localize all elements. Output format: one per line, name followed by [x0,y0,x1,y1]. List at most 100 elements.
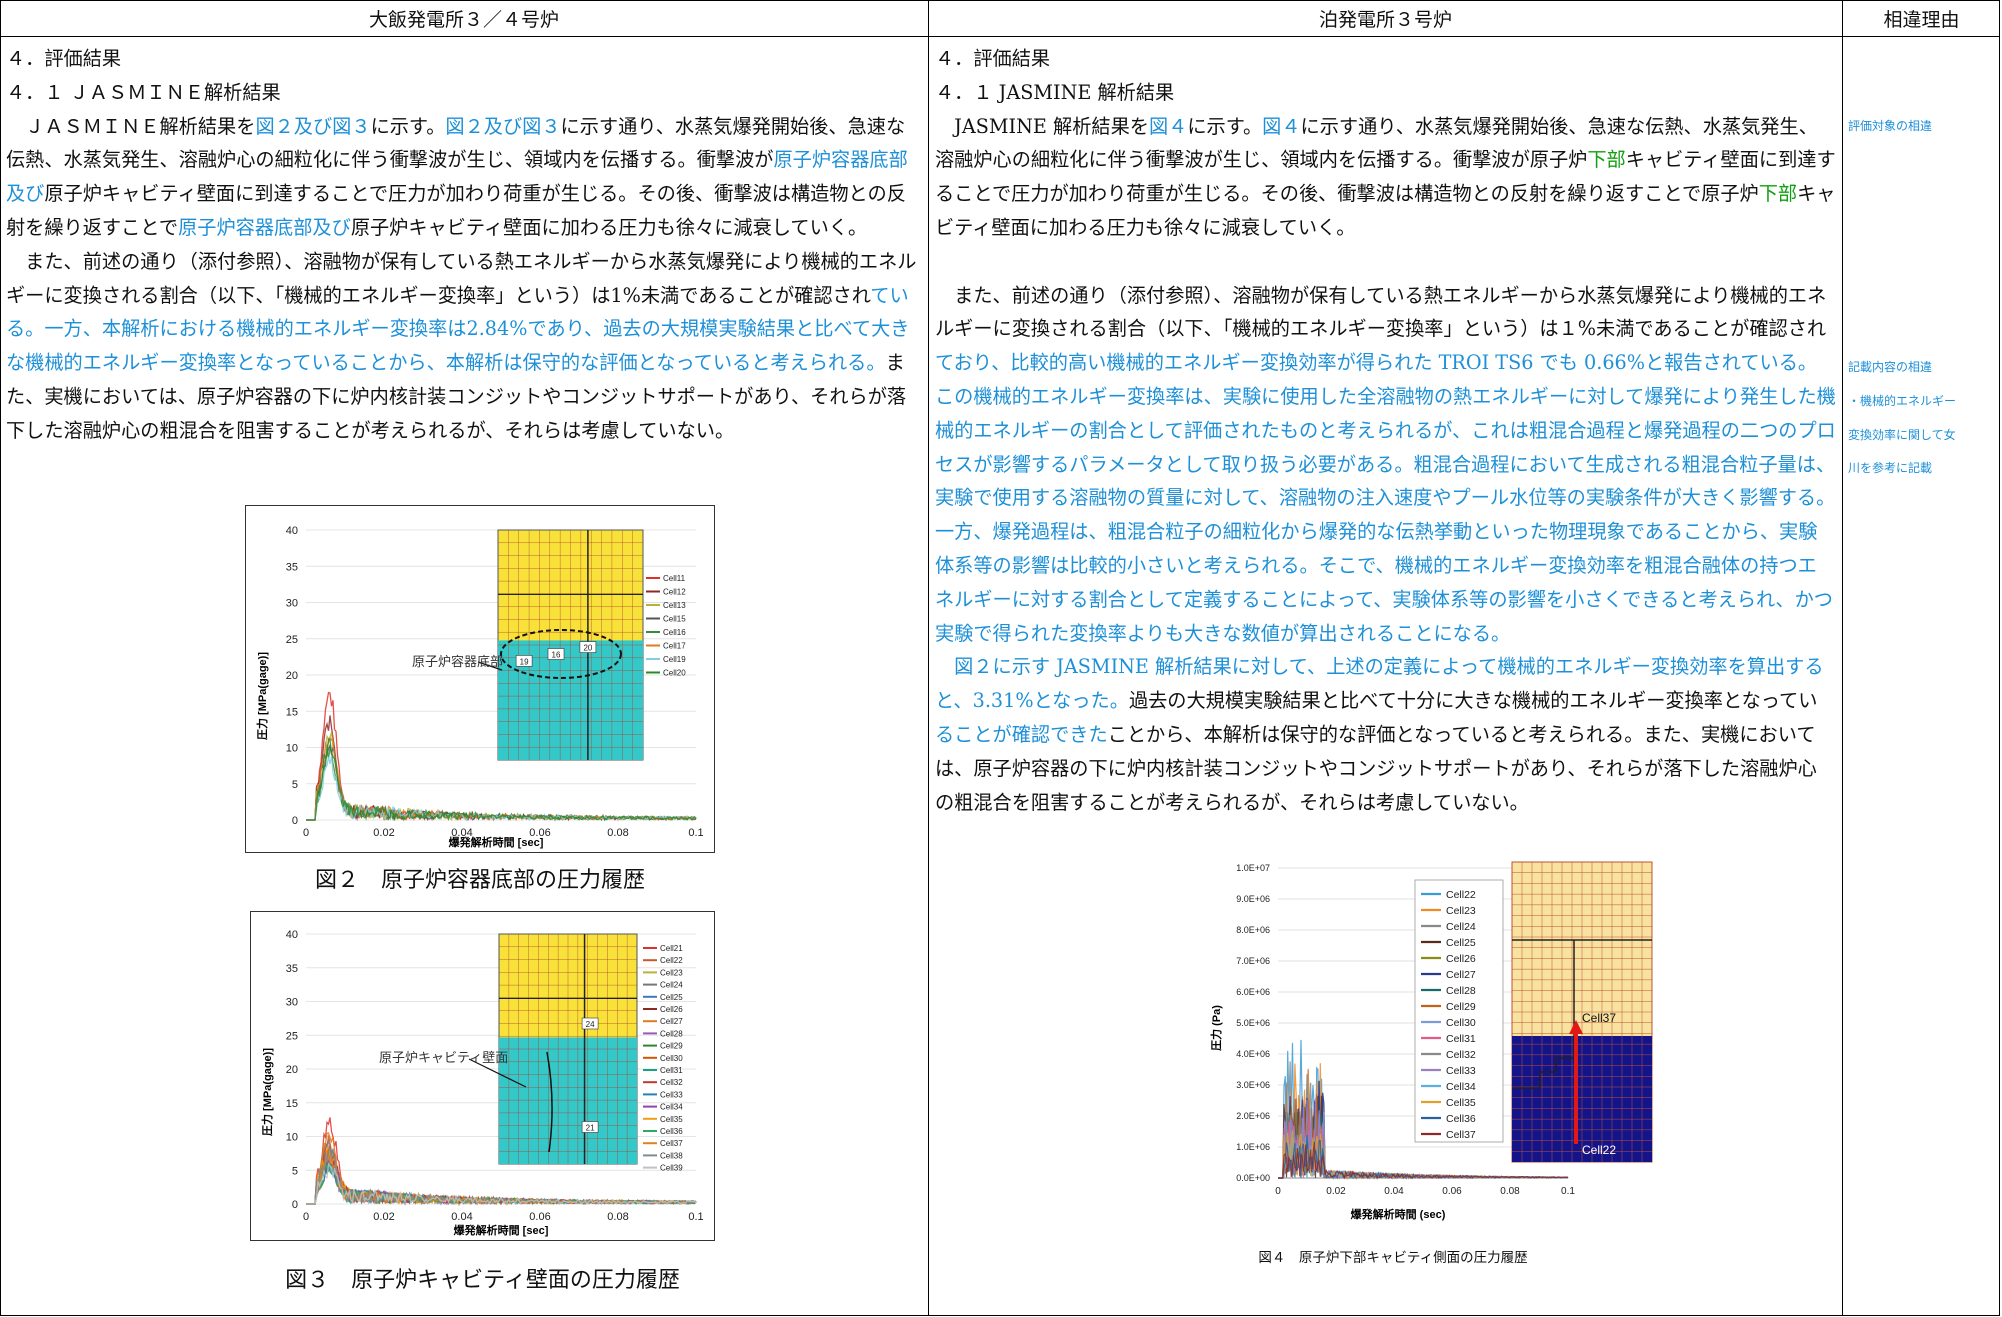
text-run: 図４ [1262,114,1301,138]
reason-2-line: ・機械的エネルギー [1848,393,1957,408]
x-tick-label: 0.1 [1561,1186,1575,1197]
legend-entry: Cell26 [1446,953,1476,965]
figure-4-ylabel: 圧力 (Pa) [1209,1005,1223,1051]
figure-3-caption: 図３ 原子炉キャビティ壁面の圧力履歴 [285,1268,680,1293]
inset-cell-label: 24 [586,1020,595,1029]
y-tick-label: 20 [286,670,298,682]
x-tick-label: 0.06 [529,827,550,839]
left-paragraph-2: また、前述の通り（添付参照）、溶融物が保有している熱エネルギーから水蒸気爆発によ… [6,245,922,448]
inset-cell-label: 19 [520,657,529,666]
text-run: 原子炉キャビティ壁面に加わる圧力も徐々に減衰していく。 [350,215,868,239]
y-tick-label: 5 [292,779,298,791]
text-run: 図２及び図３ [255,114,371,138]
x-tick-label: 0 [303,1211,309,1223]
figure-2-chart: 0 5 10 15 20 25 30 35 40 0 0.02 0.04 0.06 0.08 0.1 19 1… [255,525,704,849]
series-line [1278,1141,1569,1180]
legend-entry: Cell35 [660,1115,683,1124]
middle-column: ４．評価結果 ４．１ JASMINE 解析結果 JASMINE 解析結果を図４に… [929,38,1842,823]
legend-entry: Cell28 [1446,985,1476,997]
x-tick-label: 0.02 [373,1211,394,1223]
inset-cell-box [581,1121,599,1133]
series-line [306,1162,697,1206]
y-tick-label: 20 [286,1064,298,1076]
text-run: ることが確認できた [935,722,1108,746]
legend-entry: Cell17 [663,642,686,651]
legend-entry: Cell39 [660,1164,683,1173]
legend-entry: Cell19 [663,655,686,664]
text-run: に示す。 [1187,114,1263,138]
x-tick-label: 0.08 [607,1211,628,1223]
y-tick-label: 40 [286,929,298,941]
series-line [1278,1134,1569,1180]
header-middle-title: 泊発電所３号炉 [929,0,1842,37]
reason-2-line: 変換効率に関して女 [1848,427,1956,442]
legend-entry: Cell31 [1446,1033,1476,1045]
figure-2-ylabel: 圧力 [MPa(gage)] [255,652,269,740]
y-tick-label: 25 [286,634,298,646]
inset-cell-label: Cell22 [1582,1143,1616,1157]
y-tick-label: 0.0E+00 [1236,1173,1270,1183]
legend-entry: Cell24 [660,981,683,990]
legend-entry: Cell37 [1446,1129,1476,1141]
y-tick-label: 9.0E+06 [1236,894,1270,904]
inset-cell-label: 21 [586,1124,595,1133]
legend-entry: Cell23 [1446,905,1476,917]
figure-2: 0 5 10 15 20 25 30 35 40 0 0.02 0.04 0.06 0.08 0.1 19 1… [245,505,715,853]
middle-paragraph-1: JASMINE 解析結果を図４に示す。図４に示す通り、水蒸気爆発開始後、急速な伝… [935,110,1836,245]
y-tick-label: 0 [292,1199,298,1211]
x-tick-label: 0 [303,827,309,839]
figure-2-caption: 図２ 原子炉容器底部の圧力履歴 [314,868,645,893]
x-tick-label: 0.06 [529,1211,550,1223]
x-tick-label: 0.06 [1442,1186,1462,1197]
reason-2-line: 川を参考に記載 [1848,461,1933,476]
legend-entry: Cell12 [663,588,686,597]
inset-cell-box [547,648,565,660]
y-tick-label: 5 [292,1165,298,1177]
inset-cell-label: 20 [583,644,592,653]
text-run: 過去の大規模実験結果と比べて十分に大きな機械的エネルギー変換率となってい [1128,689,1818,713]
y-tick-label: 10 [286,743,298,755]
y-tick-label: 1.0E+07 [1236,863,1270,873]
legend-entry: Cell29 [660,1042,683,1051]
legend-entry: Cell37 [660,1139,683,1148]
legend-box [1414,879,1504,1143]
callout-arrow [468,1058,527,1088]
legend-entry: Cell33 [660,1090,683,1099]
inset-cell-box [581,1017,599,1030]
y-tick-label: 2.0E+06 [1236,1111,1270,1121]
inset-arrow-head [1569,1020,1583,1034]
legend-entry: Cell27 [660,1017,683,1026]
legend-entry: Cell23 [660,968,683,977]
left-column: ４．評価結果 ４．１ ＪＡＳＭＩＮＥ解析結果 ＪＡＳＭＩＮＥ解析結果を図２及び図… [0,38,928,452]
left-paragraph-1: ＪＡＳＭＩＮＥ解析結果を図２及び図３に示す。図２及び図３に示す通り、水蒸気爆発開… [6,110,922,245]
text-run: に示す。 [370,114,446,138]
middle-paragraph-2: また、前述の通り（添付参照）、溶融物が保有している熱エネルギーから水蒸気爆発によ… [935,279,1836,651]
text-run: 図４ [1148,114,1188,138]
figure-3: 0 5 10 15 20 25 30 35 40 0 0.02 0.04 0.06 0.08 0.1 24 2… [250,911,715,1241]
y-tick-label: 5.0E+06 [1236,1018,1270,1028]
highlight-ellipse [500,629,622,679]
y-tick-label: 4.0E+06 [1236,1049,1270,1059]
y-tick-label: 35 [286,963,298,975]
x-tick-label: 0.08 [1500,1186,1520,1197]
figure-2-callout: 原子炉容器底部 [412,654,503,669]
y-tick-label: 8.0E+06 [1236,925,1270,935]
figure-4: 0.0E+00 1.0E+06 2.0E+06 3.0E+06 4.0E+06 5.0E+… [1208,848,1663,1223]
legend-entry: Cell25 [1446,937,1476,949]
text-run: ＪＡＳＭＩＮＥ解析結果を [6,114,256,138]
legend-entry: Cell38 [660,1151,683,1160]
reason-1: 評価対象の相違 [1848,119,1933,133]
text-run: に示す通り、水蒸気爆発開始後、急速な伝熱、水蒸気発生、溶融炉心の細粒化に伴う衝撃… [935,114,1818,172]
figure-3-callout: 原子炉キャビティ壁面 [379,1050,508,1065]
text-run: 原子炉容器底部及び [6,148,908,206]
x-tick-label: 0.02 [1326,1186,1346,1197]
callout-bracket [546,1051,553,1153]
legend-entry: Cell20 [663,669,686,678]
reason-2-line: 記載内容の相違 [1848,360,1933,374]
middle-paragraph-3: 図２に示す JASMINE 解析結果に対して、上述の定義によって機械的エネルギー… [935,650,1836,819]
legend-entry: Cell28 [660,1029,683,1038]
text-run: 図２及び図３ [445,114,561,138]
legend-entry: Cell25 [660,993,683,1002]
figure-3-ylabel: 圧力 [MPa(gage)] [260,1048,274,1136]
legend-entry: Cell16 [663,628,686,637]
